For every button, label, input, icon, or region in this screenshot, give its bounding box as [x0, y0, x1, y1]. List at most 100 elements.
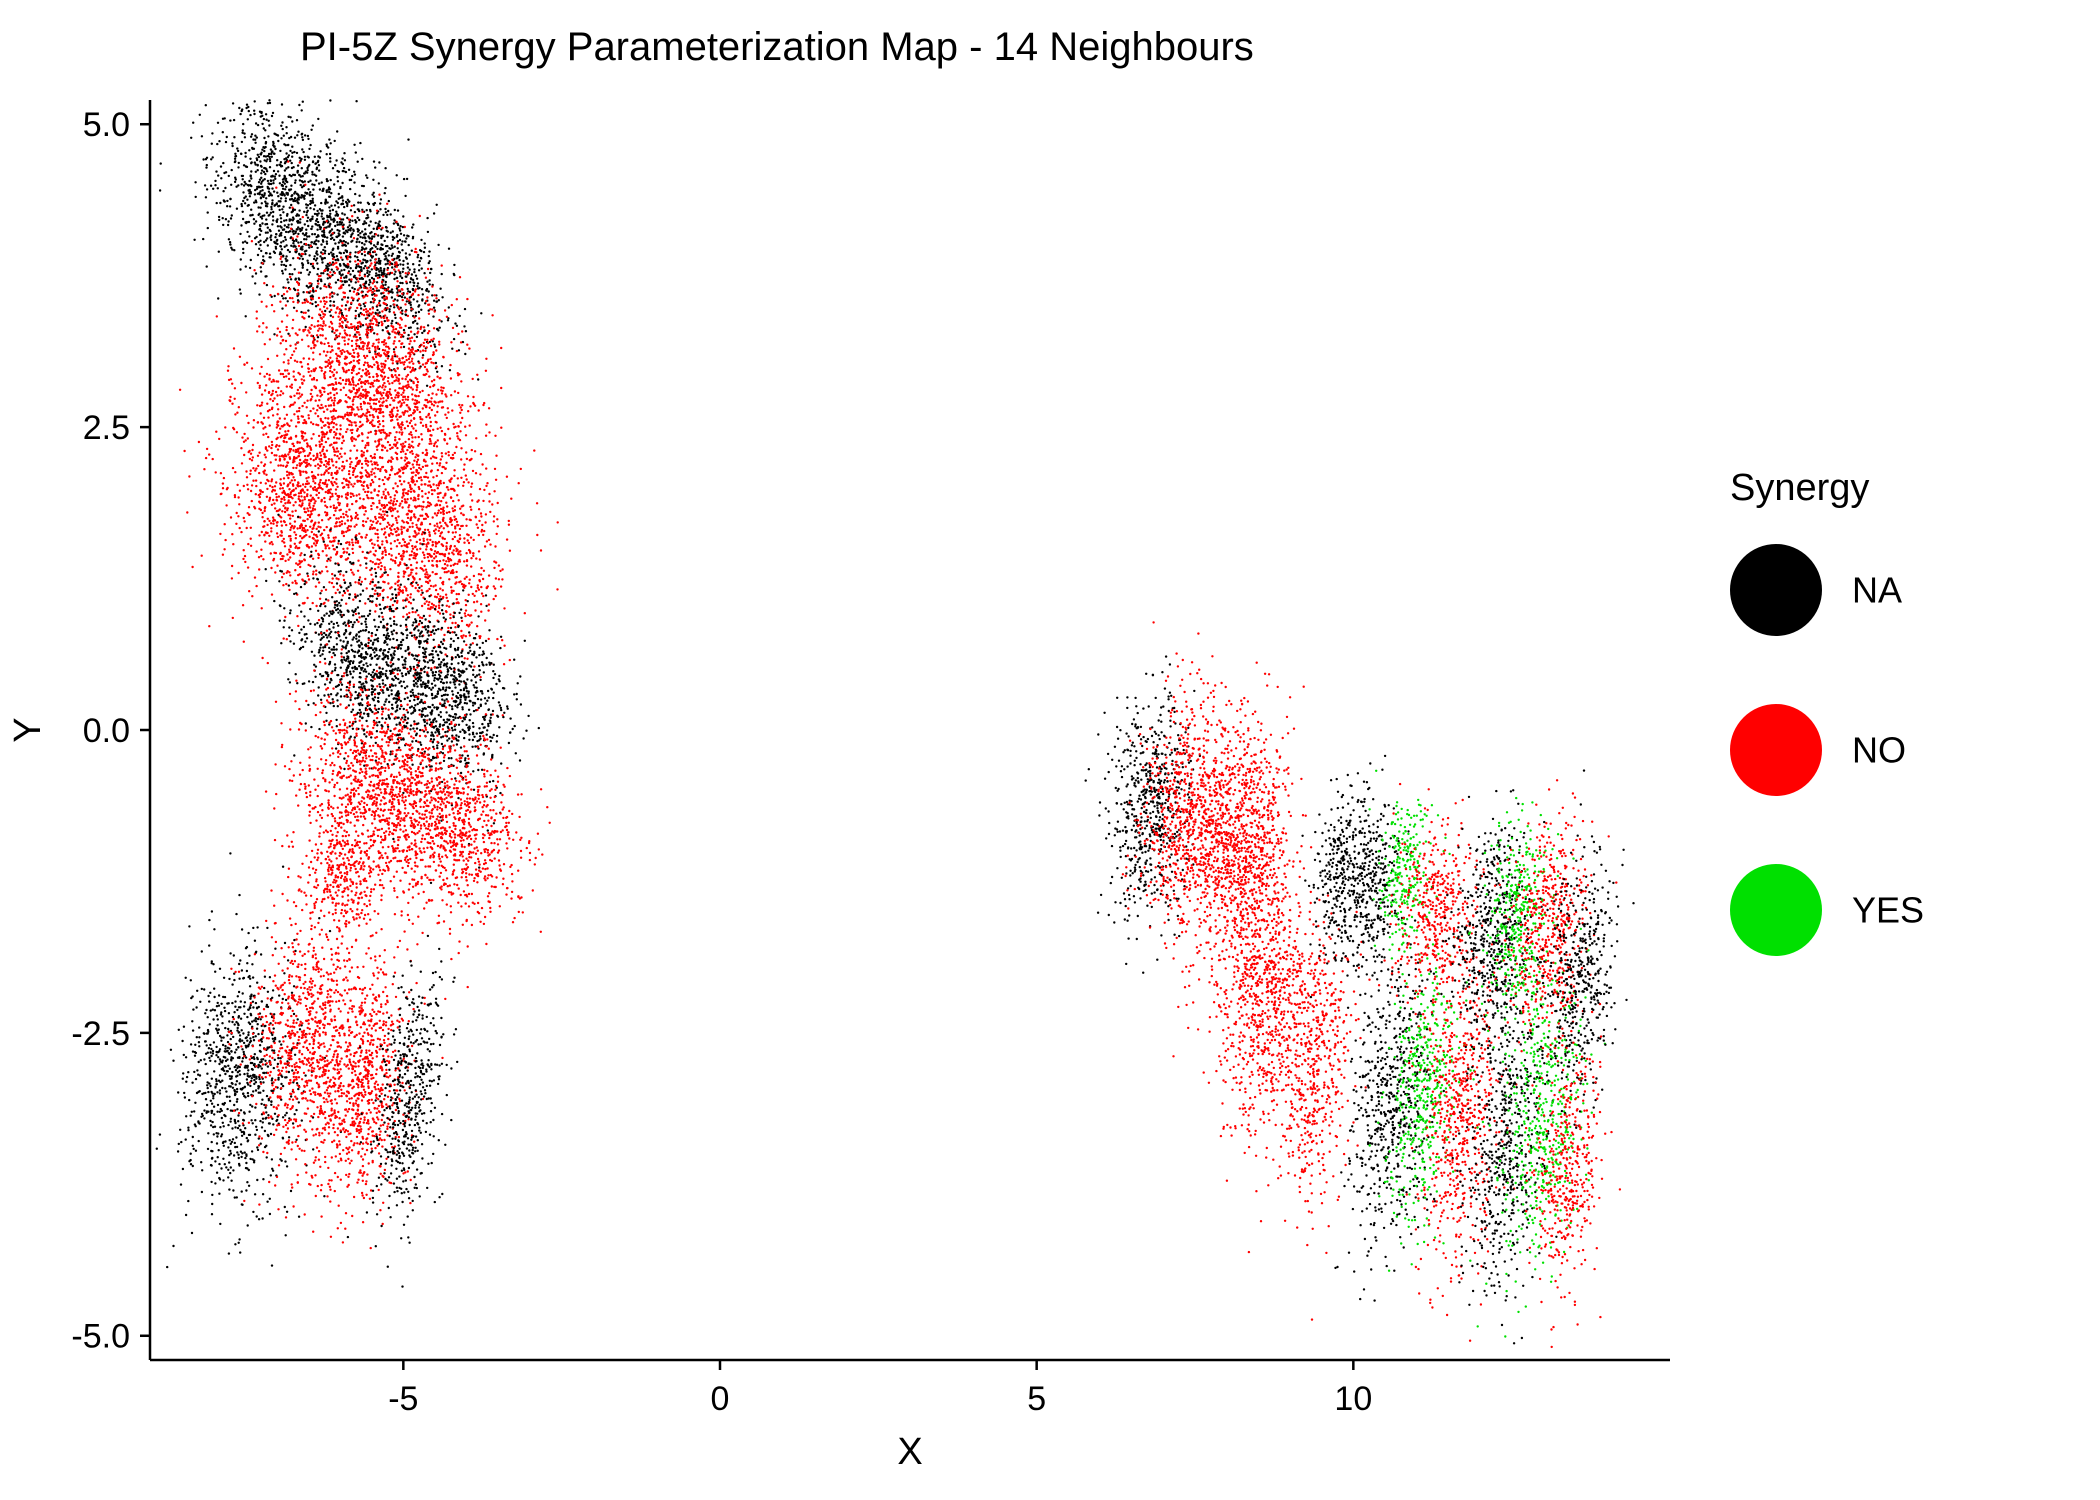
scatter-point [419, 328, 421, 330]
scatter-point [268, 120, 270, 122]
scatter-point [297, 389, 299, 391]
scatter-point [393, 407, 395, 409]
scatter-point [327, 342, 329, 344]
scatter-point [373, 280, 375, 282]
scatter-point [425, 424, 427, 426]
scatter-point [291, 297, 293, 299]
scatter-point [295, 537, 297, 539]
scatter-point [265, 205, 267, 207]
scatter-point [377, 277, 379, 279]
scatter-point [349, 306, 351, 308]
scatter-point [433, 450, 435, 452]
scatter-point [354, 173, 356, 175]
scatter-point [191, 566, 193, 568]
scatter-point [342, 235, 344, 237]
scatter-point [332, 258, 334, 260]
scatter-point [392, 376, 394, 378]
scatter-point [351, 297, 353, 299]
scatter-point [416, 378, 418, 380]
scatter-point [404, 410, 406, 412]
scatter-point [222, 162, 224, 164]
scatter-point [277, 437, 279, 439]
scatter-point [327, 472, 329, 474]
scatter-point [242, 123, 244, 125]
scatter-point [435, 349, 437, 351]
scatter-point [391, 263, 393, 265]
scatter-point [428, 290, 430, 292]
scatter-point [318, 313, 320, 315]
scatter-point [325, 554, 327, 556]
scatter-point [379, 304, 381, 306]
scatter-point [303, 507, 305, 509]
scatter-point [389, 261, 391, 263]
scatter-point [250, 259, 252, 261]
scatter-point [295, 467, 297, 469]
scatter-point [399, 263, 401, 265]
scatter-point [366, 317, 368, 319]
scatter-point [309, 180, 311, 182]
scatter-point [226, 487, 228, 489]
scatter-point [210, 158, 212, 160]
scatter-point [407, 396, 409, 398]
scatter-point [372, 502, 374, 504]
scatter-point [368, 312, 370, 314]
scatter-point [242, 252, 244, 254]
scatter-point [285, 260, 287, 262]
scatter-point [198, 441, 200, 443]
scatter-point [328, 479, 330, 481]
scatter-point [234, 494, 236, 496]
scatter-point [393, 278, 395, 280]
scatter-point [390, 232, 392, 234]
scatter-point [289, 517, 291, 519]
scatter-point [372, 345, 374, 347]
plot-area [156, 99, 1635, 1348]
scatter-point [289, 264, 291, 266]
scatter-point [304, 156, 306, 158]
scatter-point [274, 252, 276, 254]
scatter-point [301, 186, 303, 188]
scatter-point [280, 221, 282, 223]
scatter-point [335, 410, 337, 412]
scatter-point [259, 373, 261, 375]
scatter-point [307, 329, 309, 331]
scatter-point [428, 375, 430, 377]
scatter-point [306, 291, 308, 293]
scatter-point [234, 158, 236, 160]
scatter-point [297, 341, 299, 343]
scatter-point [335, 442, 337, 444]
scatter-point [314, 156, 316, 158]
scatter-point [366, 420, 368, 422]
scatter-point [403, 414, 405, 416]
scatter-point [440, 320, 442, 322]
scatter-point [342, 199, 344, 201]
scatter-point [261, 194, 263, 196]
scatter-point [391, 244, 393, 246]
scatter-point [315, 444, 317, 446]
scatter-point [413, 369, 415, 371]
scatter-point [380, 369, 382, 371]
scatter-point [405, 385, 407, 387]
scatter-point [318, 581, 320, 583]
scatter-point [354, 421, 356, 423]
scatter-point [269, 158, 271, 160]
scatter-point [304, 498, 306, 500]
scatter-point [217, 122, 219, 124]
scatter-point [304, 192, 306, 194]
scatter-point [323, 285, 325, 287]
scatter-point [263, 137, 265, 139]
scatter-point [272, 179, 274, 181]
scatter-point [387, 377, 389, 379]
scatter-point [331, 295, 333, 297]
scatter-point [297, 214, 299, 216]
scatter-point [298, 492, 300, 494]
scatter-point [411, 393, 413, 395]
scatter-point [242, 604, 244, 606]
scatter-point [338, 437, 340, 439]
scatter-point [301, 229, 303, 231]
scatter-point [378, 513, 380, 515]
scatter-point [393, 351, 395, 353]
scatter-point [396, 299, 398, 301]
scatter-point [329, 517, 331, 519]
scatter-point [412, 237, 414, 239]
scatter-point [326, 243, 328, 245]
